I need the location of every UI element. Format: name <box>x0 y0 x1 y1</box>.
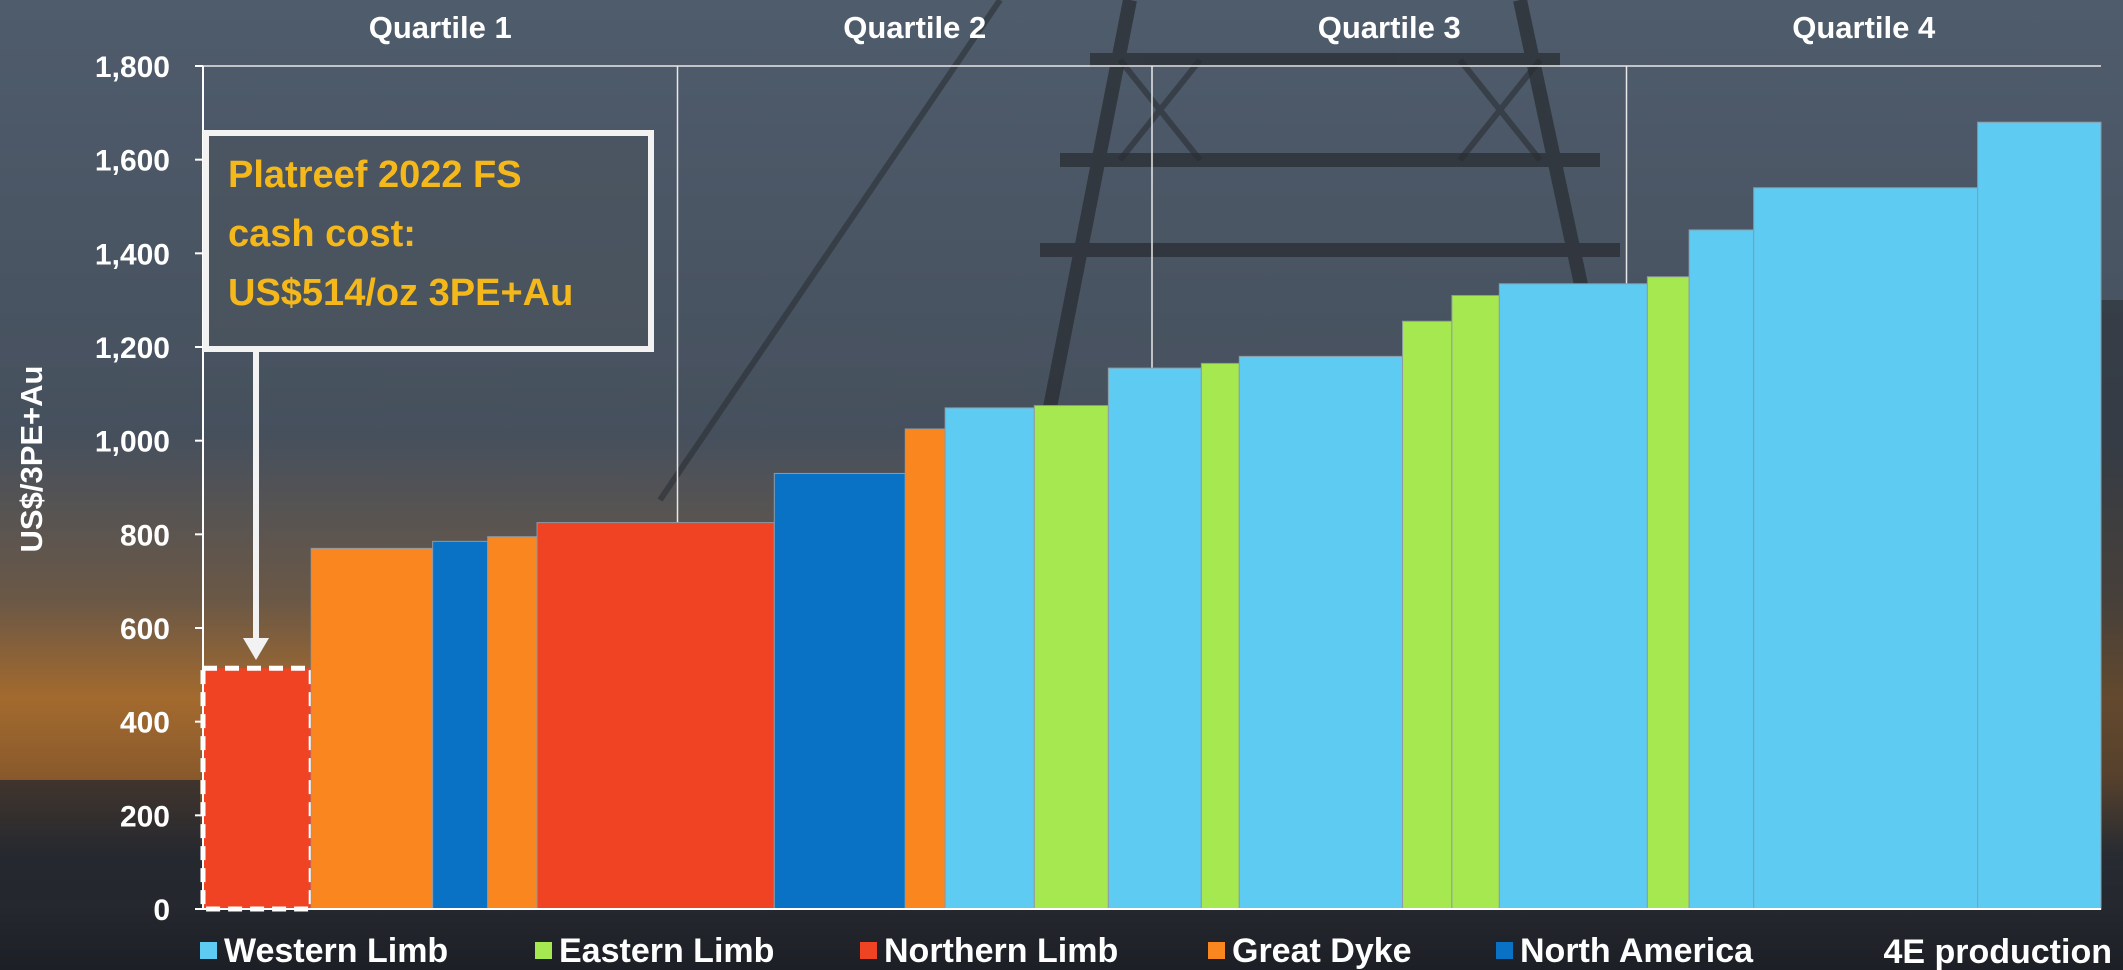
y-tick-label: 1,800 <box>95 51 170 84</box>
y-tick-labels: 0 200 400 600 800 1,000 1,200 1,400 1,600 1,800 <box>95 51 203 927</box>
x-axis-label: 4E production <box>1883 933 2112 970</box>
quartile-label: Quartile 3 <box>1318 10 1461 45</box>
bar-eastern-limb <box>1200 362 1240 910</box>
y-tick-label: 1,000 <box>95 426 170 459</box>
quartile-labels: Quartile 1 Quartile 2 Quartile 3 Quartile 4 <box>369 10 1936 45</box>
legend-item: Great Dyke <box>1232 932 1412 970</box>
callout-box: Platreef 2022 FS cash cost: US$514/oz 3P… <box>203 130 654 660</box>
callout-frame <box>203 130 654 352</box>
callout-line-3: US$514/oz 3PE+Au <box>228 272 573 314</box>
legend-swatch <box>535 942 552 959</box>
bar-western-limb <box>1498 283 1648 910</box>
y-tick-label: 400 <box>120 707 170 740</box>
y-axis-label: US$/3PE+Au <box>14 366 49 553</box>
legend-swatch <box>860 942 877 959</box>
legend-item: Eastern Limb <box>559 932 774 970</box>
bar-great-dyke <box>487 536 538 910</box>
bar-great-dyke <box>310 547 434 910</box>
legend-item: Western Limb <box>224 932 448 970</box>
quartile-label: Quartile 1 <box>369 10 512 45</box>
bar-western-limb <box>1977 121 2102 910</box>
bar-north-america <box>432 540 489 910</box>
callout-line-2: cash cost: <box>228 213 416 255</box>
bar-eastern-limb <box>1033 405 1109 910</box>
callout-line-1: Platreef 2022 FS <box>228 154 522 196</box>
y-tick-label: 600 <box>120 613 170 646</box>
legend: Western Limb Eastern Limb Northern Limb Gre… <box>200 932 1754 970</box>
bar-great-dyke <box>904 428 946 910</box>
bar-western-limb <box>944 407 1035 910</box>
bar-eastern-limb <box>1646 276 1690 910</box>
quartile-label: Quartile 2 <box>843 10 986 45</box>
legend-swatch <box>1208 942 1225 959</box>
bar-platreef-highlight <box>200 665 314 912</box>
bar-eastern-limb <box>1402 320 1453 910</box>
y-tick-label: 1,600 <box>95 145 170 178</box>
bar-western-limb <box>1107 367 1202 910</box>
legend-swatch <box>200 942 217 959</box>
bar-western-limb <box>1238 355 1404 910</box>
bar-northern-limb <box>536 522 775 910</box>
bar-western-limb <box>1753 187 1979 910</box>
y-tick-label: 200 <box>120 800 170 833</box>
legend-item: Northern Limb <box>884 932 1118 970</box>
legend-swatch <box>1496 942 1513 959</box>
legend-item: North America <box>1520 932 1754 970</box>
bar-north-america <box>773 472 906 910</box>
y-tick-label: 0 <box>153 894 170 927</box>
bars <box>200 121 2102 912</box>
bar-western-limb <box>1688 229 1755 910</box>
y-tick-label: 1,400 <box>95 238 170 271</box>
y-tick-label: 800 <box>120 519 170 552</box>
bar-eastern-limb <box>1451 294 1500 910</box>
callout-arrow-head <box>243 638 269 660</box>
y-tick-label: 1,200 <box>95 332 170 365</box>
quartile-label: Quartile 4 <box>1792 10 1936 45</box>
